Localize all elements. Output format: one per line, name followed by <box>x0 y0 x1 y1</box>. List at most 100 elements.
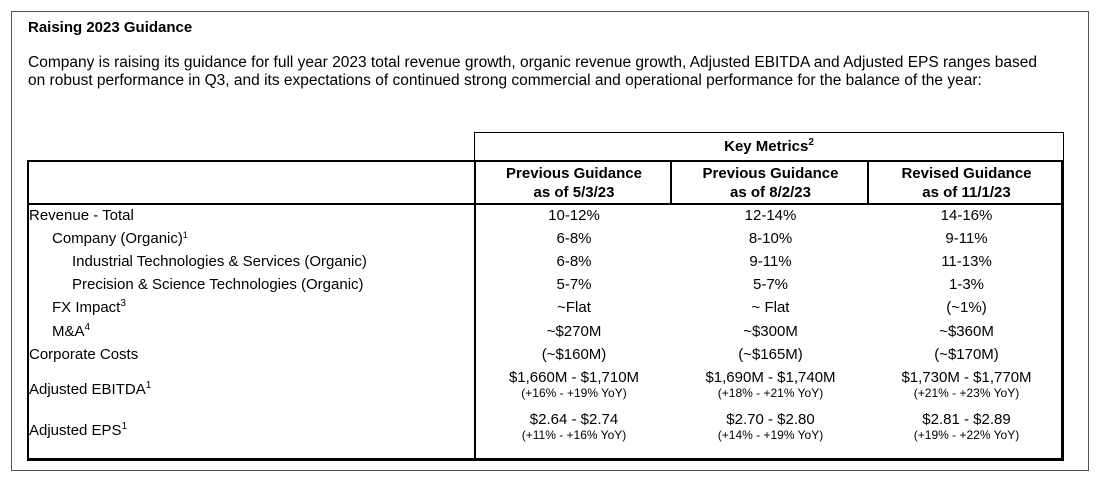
column-header-line: Revised Guidance <box>901 165 1032 182</box>
row-label: Corporate Costs <box>29 346 138 363</box>
value-text: $1,660M - $1,710M <box>508 369 640 386</box>
yoy-change: (+19% - +22% YoY) <box>913 428 1020 442</box>
row-label-text: Company (Organic) <box>52 230 183 247</box>
value-text: 14-16% <box>940 207 993 224</box>
column-header-date: as of 8/2/23 <box>730 184 811 201</box>
column-header-previous-aug: Previous Guidance as of 8/2/23 <box>672 162 869 203</box>
row-value: 9-11% <box>869 230 1064 247</box>
intro-paragraph: Company is raising its guidance for full… <box>28 54 1037 89</box>
key-metrics-footnote: 2 <box>808 137 814 148</box>
row-value: $2.70 - $2.80 (+14% - +19% YoY) <box>672 411 869 442</box>
value-text: 10-12% <box>548 207 600 224</box>
value-text: 6-8% <box>556 230 592 247</box>
row-value: $1,660M - $1,710M (+16% - +19% YoY) <box>476 369 672 400</box>
yoy-change: (+18% - +21% YoY) <box>717 386 824 400</box>
row-label: Adjusted EBITDA1 <box>29 380 152 399</box>
row-value: ~Flat <box>476 299 672 316</box>
row-footnote: 1 <box>121 421 128 432</box>
row-label: M&A4 <box>52 322 91 341</box>
row-value: 6-8% <box>476 253 672 270</box>
row-footnote: 1 <box>182 230 188 240</box>
row-label: Industrial Technologies & Services (Orga… <box>72 253 367 270</box>
row-value: 8-10% <box>672 230 869 247</box>
value-text: $2.70 - $2.80 <box>726 411 815 428</box>
value-text: ~Flat <box>557 299 591 316</box>
row-value: (~$170M) <box>869 346 1064 363</box>
row-value: 10-12% <box>476 207 672 224</box>
value-text: ~ Flat <box>751 299 790 316</box>
guidance-panel <box>11 11 1089 471</box>
row-value: 5-7% <box>672 276 869 293</box>
column-divider <box>867 162 869 203</box>
row-label-text: Precision & Science Technologies (Organi… <box>72 276 364 293</box>
column-header-revised-nov: Revised Guidance as of 11/1/23 <box>869 162 1064 203</box>
column-header-line: Previous Guidance <box>506 165 642 182</box>
yoy-change: (+14% - +19% YoY) <box>717 428 824 442</box>
row-value: ~$270M <box>476 323 672 340</box>
row-value: $2.64 - $2.74 (+11% - +16% YoY) <box>476 411 672 442</box>
row-value: ~ Flat <box>672 299 869 316</box>
row-label-text: Adjusted EPS <box>29 422 122 439</box>
row-value: (~$160M) <box>476 346 672 363</box>
column-header-date: as of 11/1/23 <box>922 184 1011 201</box>
column-header-previous-may: Previous Guidance as of 5/3/23 <box>476 162 672 203</box>
value-text: 8-10% <box>748 230 793 247</box>
row-value: ~$360M <box>869 323 1064 340</box>
value-text: 6-8% <box>556 253 592 270</box>
guidance-table: Previous Guidance as of 5/3/23 Previous … <box>27 160 1064 461</box>
section-title: Raising 2023 Guidance <box>28 19 193 36</box>
value-text: (~$170M) <box>934 346 999 363</box>
value-text: ~$300M <box>743 323 798 340</box>
value-text: 9-11% <box>749 253 792 270</box>
row-value: 14-16% <box>869 207 1064 224</box>
value-text: $1,730M - $1,770M <box>901 369 1032 386</box>
yoy-change: (+21% - +23% YoY) <box>913 386 1020 400</box>
value-text: (~$165M) <box>738 346 803 363</box>
value-text: 9-11% <box>945 230 988 247</box>
row-value: 12-14% <box>672 207 869 224</box>
value-text: (~$160M) <box>541 346 607 363</box>
row-footnote: 1 <box>145 380 152 391</box>
value-text: 11-13% <box>941 253 992 270</box>
table-header-row: Previous Guidance as of 5/3/23 Previous … <box>29 162 1061 205</box>
column-divider <box>474 162 476 459</box>
row-value: (~$165M) <box>672 346 869 363</box>
value-text: $2.81 - $2.89 <box>922 411 1011 428</box>
value-text: $2.64 - $2.74 <box>529 411 619 428</box>
column-header-date: as of 5/3/23 <box>533 184 615 201</box>
row-value: ~$300M <box>672 323 869 340</box>
row-label: FX Impact3 <box>52 298 126 317</box>
column-divider <box>670 162 672 203</box>
row-label: Company (Organic)1 <box>52 230 188 247</box>
row-value: 6-8% <box>476 230 672 247</box>
row-value: 9-11% <box>672 253 869 270</box>
column-header-line: Previous Guidance <box>702 165 839 182</box>
value-text: 5-7% <box>556 276 592 293</box>
row-value: $2.81 - $2.89 (+19% - +22% YoY) <box>869 411 1064 442</box>
row-label-text: Revenue - Total <box>29 207 134 224</box>
row-label: Precision & Science Technologies (Organi… <box>72 276 364 293</box>
row-label-text: Industrial Technologies & Services (Orga… <box>72 253 367 270</box>
row-value: $1,690M - $1,740M (+18% - +21% YoY) <box>672 369 869 400</box>
value-text: 5-7% <box>752 276 789 293</box>
value-text: ~$270M <box>546 323 602 340</box>
row-label: Revenue - Total <box>29 207 134 224</box>
row-label-text: FX Impact <box>52 299 121 316</box>
yoy-change: (+11% - +16% YoY) <box>521 428 627 442</box>
key-metrics-header: Key Metrics2 <box>474 132 1064 160</box>
row-label-text: M&A <box>52 323 85 340</box>
row-footnote: 4 <box>84 322 91 333</box>
value-text: 12-14% <box>744 207 797 224</box>
value-text: (~1%) <box>946 299 987 316</box>
row-value: 1-3% <box>869 276 1064 293</box>
row-value: 11-13% <box>869 253 1064 270</box>
value-text: $1,690M - $1,740M <box>705 369 836 386</box>
row-label-text: Corporate Costs <box>29 346 139 363</box>
row-footnote: 3 <box>120 298 126 309</box>
row-value: 5-7% <box>476 276 672 293</box>
row-value: $1,730M - $1,770M (+21% - +23% YoY) <box>869 369 1064 400</box>
row-value: (~1%) <box>869 299 1064 316</box>
row-label: Adjusted EPS1 <box>29 421 128 440</box>
row-label-text: Adjusted EBITDA <box>29 381 146 398</box>
yoy-change: (+16% - +19% YoY) <box>521 386 627 400</box>
